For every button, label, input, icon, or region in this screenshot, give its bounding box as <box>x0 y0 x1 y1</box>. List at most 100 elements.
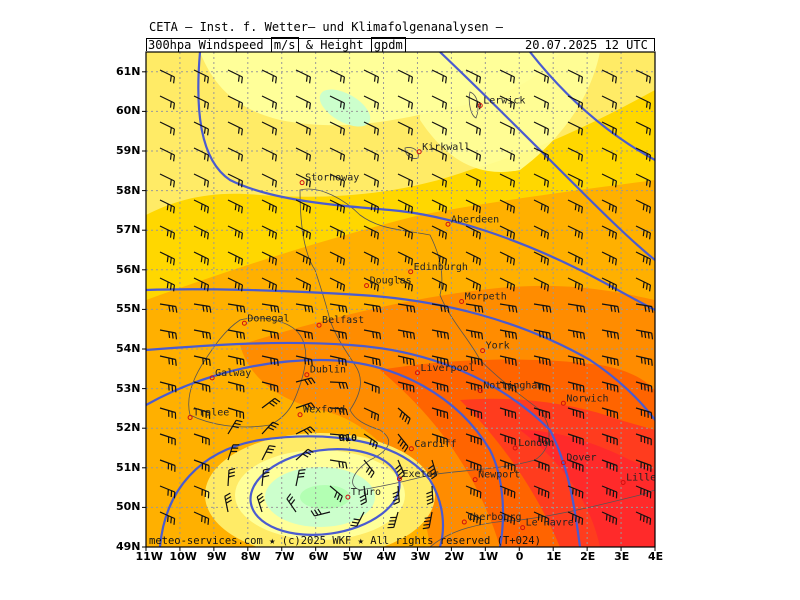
wind-barb <box>533 303 552 313</box>
wind-barb <box>227 419 243 435</box>
wind-barb <box>329 407 349 416</box>
wind-barb <box>227 381 245 393</box>
city-marker: Newport <box>472 470 520 483</box>
wind-barbs <box>159 69 654 530</box>
unit-height: gpdm <box>370 37 406 53</box>
coastline-shetland <box>468 91 479 119</box>
wind-barb <box>499 173 515 188</box>
city-label: Galway <box>215 368 251 379</box>
height-contour-5 <box>158 435 445 547</box>
wind-barb <box>329 277 345 292</box>
wind-barb <box>465 251 481 266</box>
wind-barb <box>329 173 345 188</box>
wind-barb <box>635 173 651 188</box>
header-bar <box>146 38 655 51</box>
lat-label: 51N <box>116 460 141 474</box>
wind-barb <box>261 381 279 393</box>
wind-barb <box>159 225 175 240</box>
wind-barb <box>601 95 617 110</box>
wind-barb <box>431 199 447 214</box>
wind-barb <box>227 69 243 84</box>
lon-label: 5W <box>342 550 363 563</box>
wind-barb <box>193 277 209 292</box>
city-label: Newport <box>478 470 520 481</box>
wind-barb <box>499 407 517 419</box>
wind-barb <box>193 199 209 214</box>
lon-label: 11W <box>135 550 163 563</box>
wind-barb <box>465 485 482 499</box>
city-dot <box>364 283 370 289</box>
wind-barb <box>635 485 652 499</box>
wind-barb <box>431 407 449 419</box>
wind-barb <box>227 355 245 366</box>
wind-barb <box>193 303 212 313</box>
wind-barb <box>256 492 265 513</box>
wind-barb <box>193 511 210 525</box>
wind-barb <box>499 329 518 340</box>
wind-barb <box>426 485 434 505</box>
city-label: Norwich <box>566 393 608 404</box>
wind-barb <box>499 69 515 84</box>
wind-barb <box>431 95 447 110</box>
wind-barb <box>601 511 618 525</box>
city-marker: Liverpool <box>414 363 475 376</box>
city-marker: Douglas <box>364 276 412 289</box>
wind-barb <box>363 147 379 162</box>
lon-label: 10W <box>169 550 197 563</box>
wind-barb <box>159 95 175 110</box>
wind-barb <box>567 303 586 313</box>
wind-barb <box>159 303 178 313</box>
lon-label: 6W <box>308 550 329 563</box>
wind-barb <box>465 199 481 214</box>
wind-barb <box>465 433 482 446</box>
city-marker: Dover <box>560 453 596 466</box>
wind-barb <box>310 508 331 517</box>
wind-barb <box>295 147 311 162</box>
wind-barb <box>329 329 348 340</box>
product-name: 300hpa Windspeed <box>148 38 264 52</box>
wind-barb <box>567 251 583 266</box>
wind-barb <box>397 121 413 136</box>
wind-barb <box>533 199 549 214</box>
unit-windspeed: m/s <box>270 37 299 53</box>
wind-barb <box>350 511 365 527</box>
wind-barb <box>227 95 243 110</box>
wind-barb <box>193 251 209 266</box>
wind-barb <box>261 69 277 84</box>
wind-barb <box>227 121 243 136</box>
wind-barb <box>261 355 279 366</box>
wind-barb <box>428 459 438 480</box>
coastline-france <box>429 489 655 547</box>
city-label: Stornoway <box>305 173 359 184</box>
wind-barb <box>533 95 549 110</box>
wind-barb <box>159 511 176 525</box>
wind-barb <box>193 485 210 499</box>
wind-barb <box>159 121 175 136</box>
wind-barb <box>465 173 481 188</box>
wind-barb <box>601 69 617 84</box>
city-marker: Lerwick <box>477 95 525 108</box>
wind-barb <box>465 277 481 292</box>
wind-barb <box>567 485 584 499</box>
lat-label: 50N <box>116 500 141 514</box>
wind-barb <box>465 121 481 136</box>
city-label: Douglas <box>370 276 412 287</box>
city-dot <box>396 476 402 482</box>
wind-barb <box>159 381 177 393</box>
city-markers: Lerwick Kirkwall Stornoway Aberdeen Edinburg… <box>187 95 655 531</box>
wind-barb <box>159 277 175 292</box>
wind-barb <box>329 69 345 84</box>
city-dot <box>408 269 414 275</box>
city-dot <box>304 372 310 378</box>
city-label: Truro <box>351 487 381 498</box>
lat-label: 58N <box>116 183 141 197</box>
wind-barb <box>363 329 382 340</box>
wind-barb <box>329 147 345 162</box>
wind-barb <box>431 329 450 340</box>
wind-barb <box>533 407 551 419</box>
wind-barb <box>499 95 515 110</box>
lon-label: 2W <box>444 550 465 563</box>
wind-barb <box>533 381 551 393</box>
wind-barb <box>295 251 311 266</box>
lat-label: 57N <box>116 223 141 237</box>
